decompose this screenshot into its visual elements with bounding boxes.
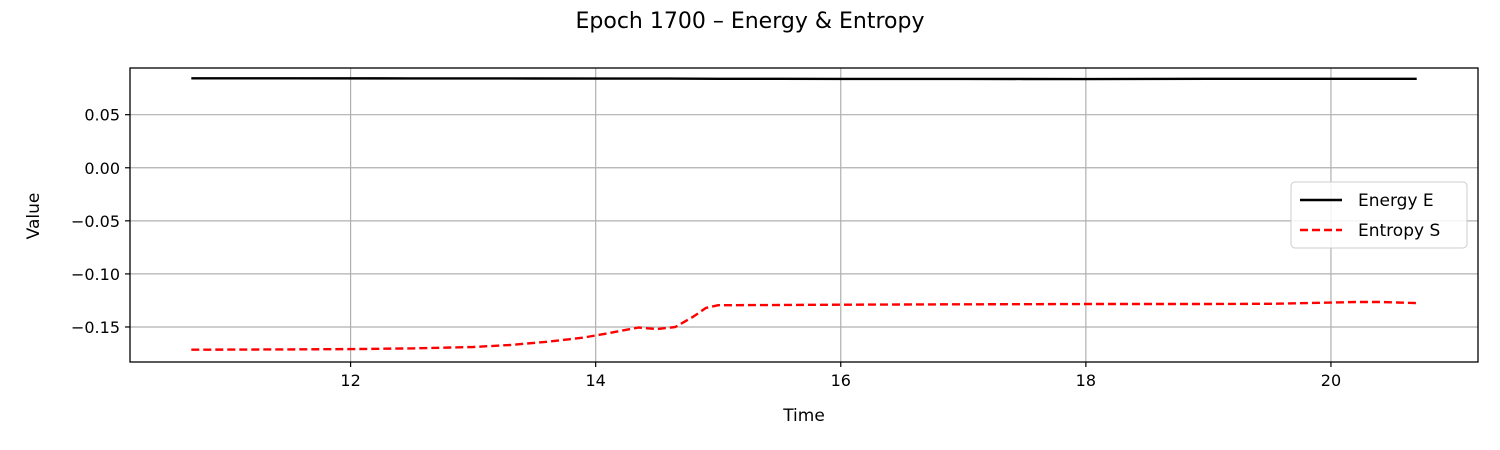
y-tick-label: −0.15 [71, 318, 120, 337]
series-lines [191, 77, 1417, 351]
y-tick-label: −0.05 [71, 212, 120, 231]
x-tick-label: 12 [340, 371, 360, 390]
legend-label-2: Entropy S [1358, 221, 1440, 241]
y-axis-ticks: 0.05 0.00 −0.05 −0.10 −0.15 [71, 106, 130, 337]
x-tick-label: 14 [585, 371, 605, 390]
chart-title: Epoch 1700 – Energy & Entropy [576, 9, 925, 34]
y-tick-label: −0.10 [71, 265, 120, 284]
x-axis-title: Time [782, 406, 825, 426]
series-line-2 [191, 300, 1417, 351]
x-tick-label: 18 [1076, 371, 1096, 390]
grid-lines [130, 68, 1478, 362]
x-tick-label: 16 [831, 371, 851, 390]
plot-frame [129, 67, 1479, 363]
legend: Energy E Entropy S [1290, 181, 1468, 249]
series-line-1 [191, 77, 1417, 81]
x-tick-label: 20 [1321, 371, 1341, 390]
x-axis-ticks: 12 14 16 18 20 [340, 362, 1341, 390]
y-tick-label: 0.00 [84, 159, 120, 178]
y-tick-label: 0.05 [84, 106, 120, 125]
y-axis-title: Value [24, 193, 44, 240]
legend-label-1: Energy E [1358, 191, 1434, 211]
legend-box [1290, 181, 1468, 249]
